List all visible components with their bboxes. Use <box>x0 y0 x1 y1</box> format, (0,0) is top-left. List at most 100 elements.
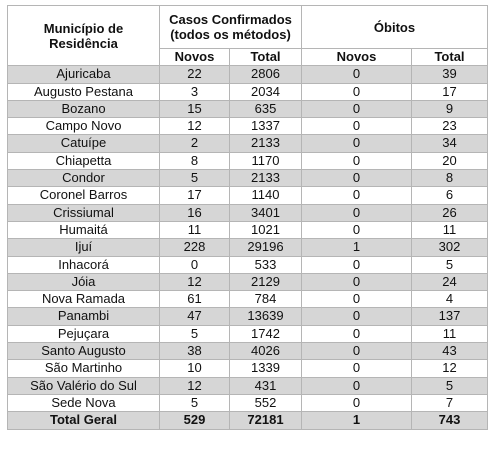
municipio-cell: Bozano <box>7 99 160 119</box>
obitos-novos-cell: 0 <box>301 203 412 222</box>
municipio-cell: Sede Nova <box>7 393 160 413</box>
obitos-novos-cell: 0 <box>301 220 412 240</box>
obitos-novos-cell: 0 <box>301 342 412 361</box>
obitos-novos-cell: 0 <box>301 307 412 326</box>
obitos-total-cell: 9 <box>410 99 489 119</box>
obitos-total-cell: 11 <box>410 220 489 240</box>
obitos-novos-cell: 0 <box>301 65 412 84</box>
obitos-novos-cell: 0 <box>301 186 412 205</box>
casos-novos-cell: 529 <box>159 411 230 430</box>
casos-novos-cell: 15 <box>159 99 230 119</box>
casos-total-cell: 552 <box>229 393 302 413</box>
table-row: Jóia 12 2129 0 24 <box>7 272 489 292</box>
table-row: São Valério do Sul 12 431 0 5 <box>7 376 489 395</box>
casos-novos-cell: 228 <box>159 238 230 257</box>
casos-total-cell: 635 <box>229 99 302 119</box>
casos-total-cell: 2129 <box>229 272 302 292</box>
obitos-novos-cell: 0 <box>301 151 412 171</box>
casos-novos-cell: 17 <box>159 186 230 205</box>
municipio-cell: Inhacorá <box>7 255 160 274</box>
casos-total-cell: 2034 <box>229 82 302 101</box>
municipio-cell: Pejuçara <box>7 324 160 344</box>
obitos-novos-cell: 0 <box>301 99 412 119</box>
obitos-novos-cell: 0 <box>301 117 412 136</box>
obitos-novos-cell: 0 <box>301 324 412 344</box>
casos-total-cell: 1337 <box>229 117 302 136</box>
obitos-novos-cell: 0 <box>301 290 412 309</box>
cases-table: Município de Residência Casos Confirmado… <box>7 4 489 430</box>
table-row: Crissiumal 16 3401 0 26 <box>7 203 489 222</box>
obitos-total-cell: 4 <box>410 290 489 309</box>
table-body: Ajuricaba 22 2806 0 39 Augusto Pestana 3 2034 0 1… <box>7 65 489 430</box>
casos-total-cell: 13639 <box>229 307 302 326</box>
table-row: Pejuçara 5 1742 0 11 <box>7 324 489 344</box>
municipio-cell: São Valério do Sul <box>7 376 160 395</box>
table-row: Total Geral 529 72181 1 743 <box>7 411 489 430</box>
subheader: Novos <box>301 47 412 67</box>
casos-novos-cell: 2 <box>159 134 230 153</box>
municipio-cell: Jóia <box>7 272 160 292</box>
casos-total-cell: 1021 <box>229 220 302 240</box>
municipio-cell: Ijuí <box>7 238 160 257</box>
table-row: Coronel Barros 17 1140 0 6 <box>7 186 489 205</box>
obitos-total-cell: 137 <box>410 307 489 326</box>
obitos-novos-cell: 0 <box>301 359 412 378</box>
casos-novos-cell: 10 <box>159 359 230 378</box>
casos-total-cell: 1742 <box>229 324 302 344</box>
municipio-cell: Santo Augusto <box>7 342 160 361</box>
casos-novos-cell: 5 <box>159 324 230 344</box>
table-row: Ajuricaba 22 2806 0 39 <box>7 65 489 84</box>
casos-total-cell: 3401 <box>229 203 302 222</box>
municipio-cell: Condor <box>7 169 160 188</box>
obitos-novos-cell: 0 <box>301 376 412 395</box>
obitos-novos-cell: 0 <box>301 169 412 188</box>
table-row: Nova Ramada 61 784 0 4 <box>7 290 489 309</box>
casos-novos-cell: 47 <box>159 307 230 326</box>
municipio-cell: Campo Novo <box>7 117 160 136</box>
casos-novos-cell: 22 <box>159 65 230 84</box>
casos-total-cell: 2806 <box>229 65 302 84</box>
obitos-novos-cell: 0 <box>301 255 412 274</box>
table-row: Bozano 15 635 0 9 <box>7 99 489 119</box>
obitos-novos-cell: 1 <box>301 238 412 257</box>
table-row: Augusto Pestana 3 2034 0 17 <box>7 82 489 101</box>
obitos-total-cell: 5 <box>410 255 489 274</box>
table-row: Humaitá 11 1021 0 11 <box>7 220 489 240</box>
municipio-cell: Catuípe <box>7 134 160 153</box>
casos-novos-cell: 38 <box>159 342 230 361</box>
table-row: Catuípe 2 2133 0 34 <box>7 134 489 153</box>
casos-total-cell: 72181 <box>229 411 302 430</box>
obitos-total-cell: 7 <box>410 393 489 413</box>
obitos-novos-cell: 0 <box>301 393 412 413</box>
header-casos: Casos Confirmados (todos os métodos) <box>159 5 302 49</box>
obitos-novos-cell: 0 <box>301 82 412 101</box>
casos-total-cell: 29196 <box>229 238 302 257</box>
casos-total-cell: 2133 <box>229 134 302 153</box>
table-row: Campo Novo 12 1337 0 23 <box>7 117 489 136</box>
casos-novos-cell: 61 <box>159 290 230 309</box>
municipio-cell: Panambi <box>7 307 160 326</box>
municipio-cell: Nova Ramada <box>7 290 160 309</box>
casos-novos-cell: 12 <box>159 272 230 292</box>
obitos-total-cell: 12 <box>410 359 489 378</box>
obitos-total-cell: 743 <box>410 411 489 430</box>
table-row: Sede Nova 5 552 0 7 <box>7 393 489 413</box>
header-obitos: Óbitos <box>300 5 489 49</box>
table-row: Inhacorá 0 533 0 5 <box>7 255 489 274</box>
municipio-cell: Crissiumal <box>7 203 160 222</box>
municipio-cell: Humaitá <box>7 220 160 240</box>
casos-novos-cell: 12 <box>159 376 230 395</box>
obitos-total-cell: 302 <box>410 238 489 257</box>
casos-novos-cell: 5 <box>159 393 230 413</box>
casos-total-cell: 2133 <box>229 169 302 188</box>
table-row: Condor 5 2133 0 8 <box>7 169 489 188</box>
casos-total-cell: 1140 <box>229 186 302 205</box>
casos-novos-cell: 0 <box>159 255 230 274</box>
obitos-total-cell: 43 <box>410 342 489 361</box>
casos-total-cell: 431 <box>229 376 302 395</box>
obitos-total-cell: 20 <box>410 151 489 171</box>
obitos-novos-cell: 1 <box>301 411 412 430</box>
obitos-total-cell: 23 <box>410 117 489 136</box>
obitos-total-cell: 26 <box>410 203 489 222</box>
municipio-cell: Ajuricaba <box>7 65 160 84</box>
